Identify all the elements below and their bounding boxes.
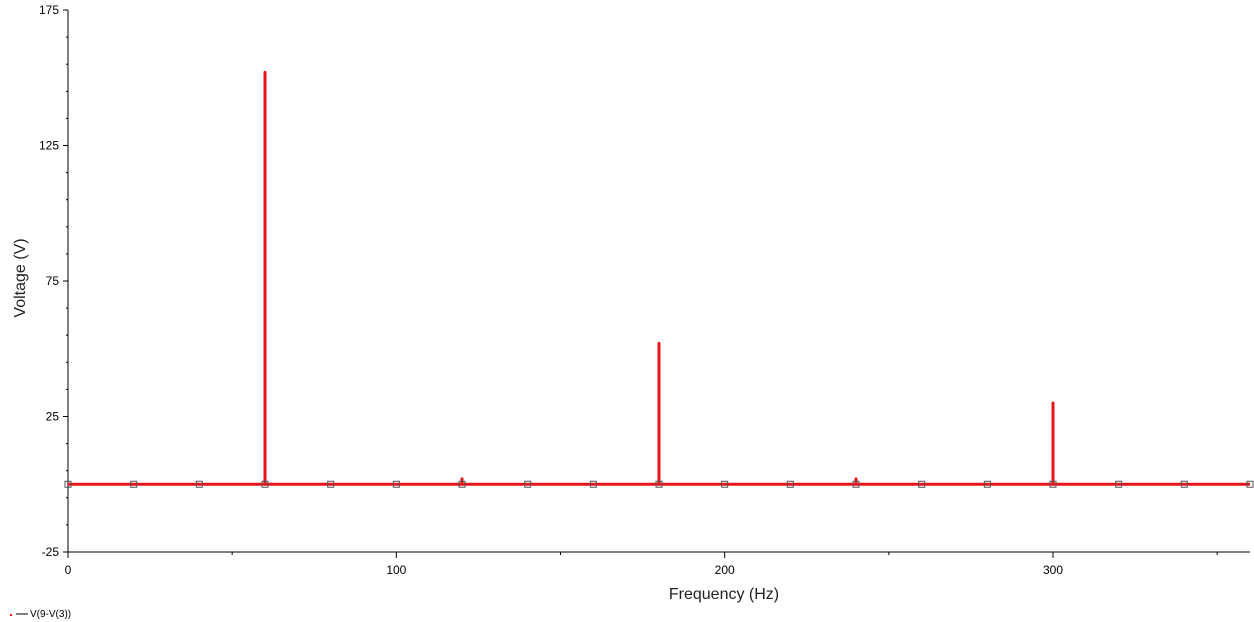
x-tick-label: 0 [65,563,72,577]
legend-label: V(9-V(3)) [30,609,71,620]
data-point-marker [589,480,597,488]
data-point-marker [261,480,269,488]
y-axis-title: Voltage (V) [12,238,29,317]
legend-marker [10,614,12,616]
y-tick-label: 25 [46,410,60,424]
y-axis-ticks: -25 25 75 125 175 [39,3,68,559]
y-tick-label: 175 [39,3,59,17]
legend: V(9-V(3)) [10,609,71,620]
data-point-marker [1180,480,1188,488]
data-point-marker [852,480,860,488]
data-point-marker [1049,480,1057,488]
x-axis-ticks: 0 100 200 300 [65,552,1218,577]
data-point-marker [983,480,991,488]
data-point-marker [1246,480,1254,488]
x-axis-title: Frequency (Hz) [669,586,779,603]
data-point-marker [1115,480,1123,488]
data-point-marker [130,480,138,488]
data-point-marker [524,480,532,488]
data-point-marker [918,480,926,488]
data-point-marker [327,480,335,488]
data-marker-layer [64,480,1254,488]
data-point-marker [786,480,794,488]
data-point-marker [64,480,72,488]
data-point-marker [655,480,663,488]
y-tick-label: -25 [42,545,60,559]
x-tick-label: 200 [715,563,735,577]
data-point-marker [195,480,203,488]
data-point-marker [392,480,400,488]
x-tick-label: 300 [1043,563,1063,577]
series-layer [68,70,1250,486]
data-point-marker [721,480,729,488]
y-tick-label: 125 [39,139,59,153]
x-tick-label: 100 [386,563,406,577]
y-tick-label: 75 [46,274,60,288]
data-point-marker [458,480,466,488]
